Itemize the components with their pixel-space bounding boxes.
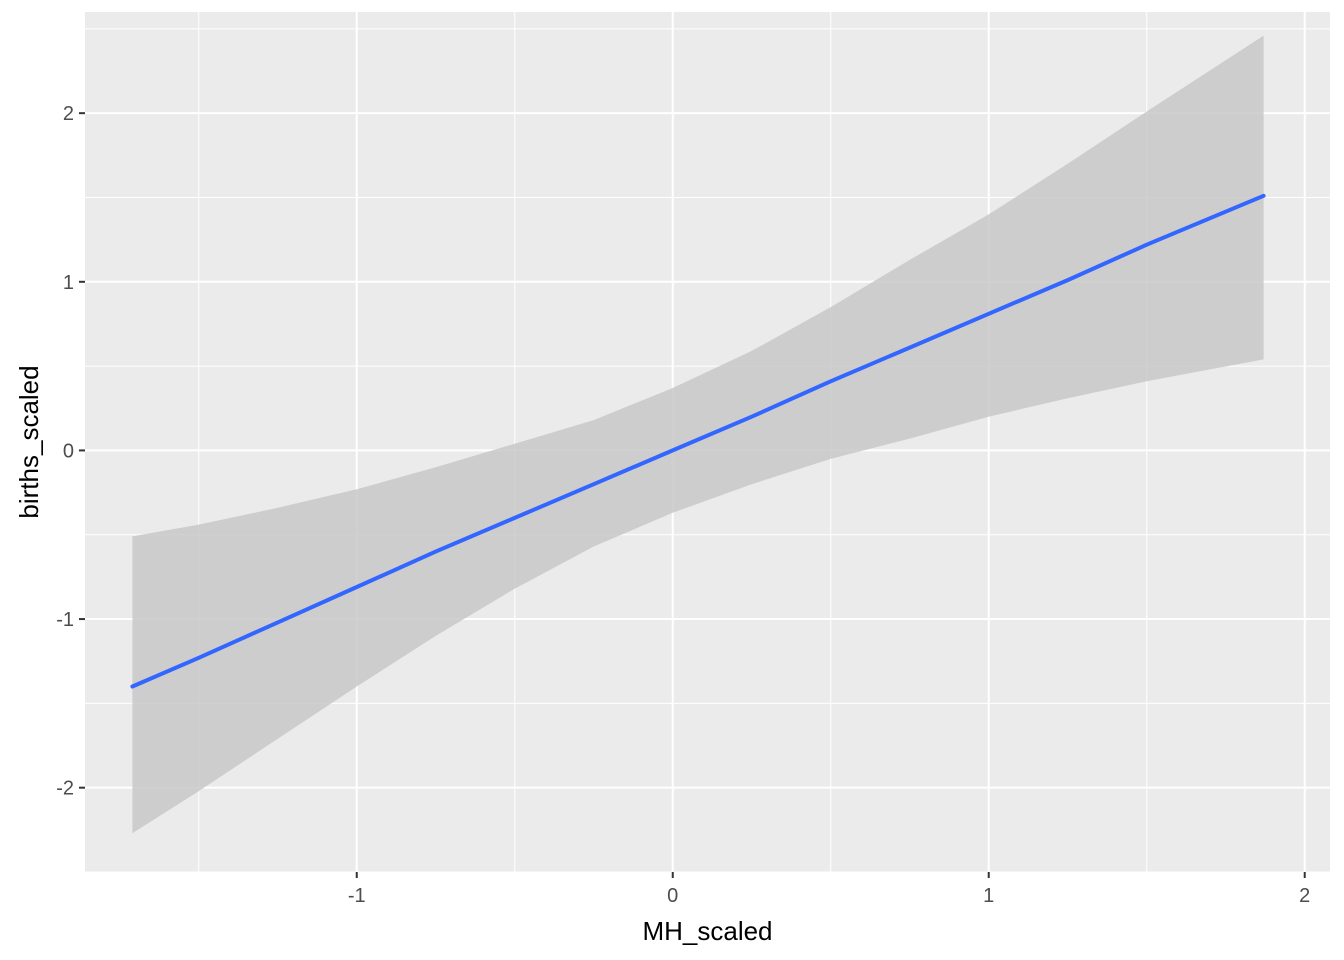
confidence-ribbon bbox=[132, 35, 1264, 834]
x-tick-label: -1 bbox=[348, 885, 366, 907]
y-tick-label: -2 bbox=[56, 778, 74, 800]
y-tick-label: 1 bbox=[63, 272, 74, 294]
y-tick-label: -1 bbox=[56, 609, 74, 631]
y-tick-label: 2 bbox=[63, 103, 74, 125]
fit-line bbox=[130, 193, 1266, 689]
y-tick-label: 0 bbox=[63, 440, 74, 462]
x-tick-label: 0 bbox=[667, 885, 678, 907]
x-tick-label: 2 bbox=[1299, 885, 1310, 907]
axis-ticks: -1 0 1 2 -2 -1 0 1 2 bbox=[56, 103, 1310, 907]
x-axis-title: MH_scaled bbox=[642, 916, 772, 946]
y-axis-title: births_scaled bbox=[14, 365, 44, 518]
x-tick-label: 1 bbox=[983, 885, 994, 907]
